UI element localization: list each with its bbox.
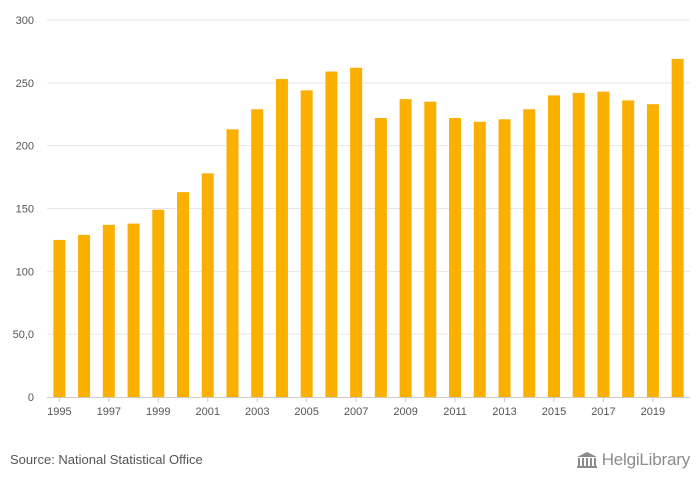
bar: [201, 173, 214, 397]
bar-chart: 0 50,0 100 150 200 250 300 1995 1997 1999 2001 2003…: [13, 15, 690, 418]
x-tick-label: 2011: [443, 406, 467, 418]
x-tick-label: 2005: [294, 406, 318, 418]
bar: [350, 67, 363, 398]
y-tick-label: 200: [16, 141, 34, 153]
bar: [449, 118, 462, 398]
bar: [597, 91, 610, 397]
x-tick-label: 1997: [97, 406, 121, 418]
footer: Source: National Statistical Office Helg…: [0, 440, 700, 483]
bar: [300, 90, 313, 397]
bar: [127, 223, 140, 397]
source-note: Source: National Statistical Office: [10, 452, 203, 467]
y-tick-label: 250: [16, 78, 34, 90]
y-tick-label: 0: [28, 392, 34, 404]
x-tick-label: 2017: [591, 406, 615, 418]
bar: [424, 101, 437, 397]
bar: [78, 234, 91, 397]
x-tick-label: 2007: [344, 406, 368, 418]
x-tick-label: 2003: [245, 406, 269, 418]
bar: [523, 109, 536, 398]
x-tick-label: 2009: [393, 406, 417, 418]
bar: [275, 79, 288, 398]
bar: [374, 118, 387, 398]
y-tick-label: 100: [16, 266, 34, 278]
y-tick-label: 50,0: [13, 329, 34, 341]
bar: [102, 224, 115, 397]
bar: [251, 109, 264, 398]
bar: [473, 121, 486, 397]
logo-text: HelgiLibrary: [601, 450, 691, 469]
x-tick-label: 2013: [492, 406, 516, 418]
bar: [572, 92, 585, 398]
bar: [498, 119, 511, 397]
x-tick-label: 1995: [47, 406, 71, 418]
bar: [325, 71, 338, 398]
x-tick-label: 1999: [146, 406, 170, 418]
x-tick-label: 2001: [196, 406, 220, 418]
x-tick-label: 2019: [641, 406, 665, 418]
bar: [53, 239, 66, 397]
bar: [399, 99, 412, 398]
bar: [152, 209, 165, 397]
library-building-icon: [576, 452, 597, 468]
bar: [547, 95, 560, 398]
bar: [646, 104, 659, 398]
helgi-library-logo[interactable]: HelgiLibrary: [576, 448, 690, 472]
y-tick-label: 300: [16, 15, 34, 27]
x-tick-label: 2015: [542, 406, 566, 418]
bar: [226, 129, 239, 397]
bar: [177, 192, 190, 397]
bar: [671, 58, 684, 397]
y-tick-label: 150: [16, 204, 34, 216]
bar: [622, 100, 635, 397]
